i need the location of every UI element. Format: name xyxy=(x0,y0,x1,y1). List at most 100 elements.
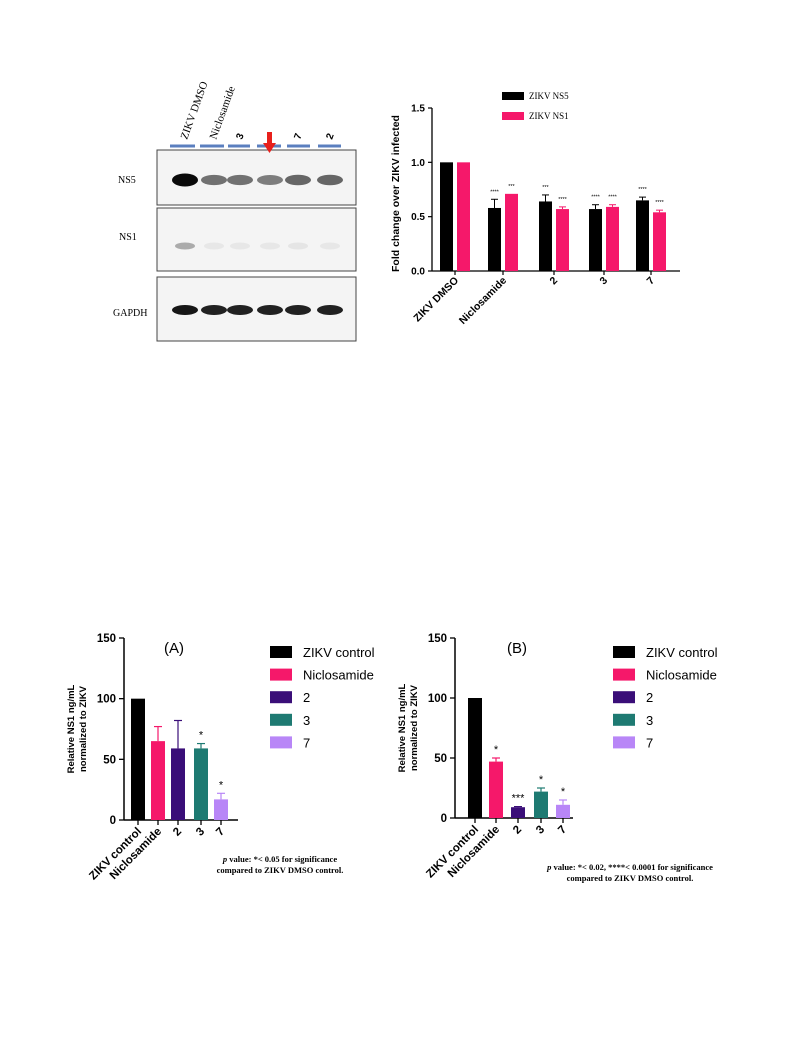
band xyxy=(201,174,227,186)
significance-label: * xyxy=(494,744,499,756)
significance-label: *** xyxy=(508,184,515,190)
bar xyxy=(488,207,501,271)
footnote-rest: value: *< 0.05 for significance xyxy=(227,854,337,864)
legend-swatch xyxy=(613,668,635,681)
bar xyxy=(534,791,548,818)
lane-label: 7 xyxy=(292,132,304,141)
bar xyxy=(468,698,482,818)
footnote-p: p xyxy=(222,854,227,864)
legend-swatch xyxy=(270,668,292,681)
y-axis-label: normalized to ZIKV xyxy=(78,685,89,772)
legend-swatch xyxy=(270,646,292,658)
y-tick-label: 150 xyxy=(428,633,447,645)
x-tick-label: 7 xyxy=(214,826,227,839)
chart-title: (B) xyxy=(507,640,527,657)
legend-label: 7 xyxy=(646,735,653,750)
chart-title: (A) xyxy=(164,640,184,657)
x-tick-label: 7 xyxy=(556,824,569,837)
significance-label: **** xyxy=(591,195,600,201)
significance-label: **** xyxy=(608,195,617,201)
footnote-rest: value: *< 0.02, ****< 0.0001 for signifi… xyxy=(551,862,713,872)
band xyxy=(175,242,195,250)
legend-swatch xyxy=(502,92,524,100)
significance-label: * xyxy=(199,730,204,742)
y-tick-label: 50 xyxy=(434,753,447,765)
bar xyxy=(457,162,470,271)
y-tick-label: 0.0 xyxy=(411,267,425,278)
y-tick-label: 50 xyxy=(103,754,116,766)
y-tick-label: 0 xyxy=(110,815,116,827)
band xyxy=(201,305,227,315)
legend-label: 2 xyxy=(646,690,653,705)
significance-label: **** xyxy=(490,189,499,195)
band xyxy=(227,305,253,315)
bar xyxy=(556,804,570,818)
lane-label: 3 xyxy=(234,132,246,141)
fold-change-chart: 0.0 0.5 1.0 1.5 Fold change over ZIKV infect… xyxy=(390,91,680,327)
ns1-chart-a: 0 50 100 150 Relative NS1 ng/mL normalized to… xyxy=(66,633,375,882)
x-tick-label: 2 xyxy=(171,826,184,839)
footnote-line: p value: *< 0.02, ****< 0.0001 for signi… xyxy=(546,862,713,872)
legend-swatch xyxy=(613,713,635,726)
legend-label: Niclosamide xyxy=(303,668,374,683)
footnote-line: compared to ZIKV DMSO control. xyxy=(217,865,344,875)
band xyxy=(320,242,340,250)
legend-swatch xyxy=(613,691,635,704)
ns1-chart-b: 0 50 100 150 Relative NS1 ng/mL normalized to… xyxy=(397,633,718,883)
bar xyxy=(194,748,208,820)
band xyxy=(317,305,343,315)
down-arrow-icon xyxy=(263,132,276,153)
y-tick-label: 1.0 xyxy=(411,158,425,169)
lane-label: Niclosamide xyxy=(208,85,238,141)
bar xyxy=(131,698,145,820)
significance-label: **** xyxy=(638,187,647,193)
legend-label: 3 xyxy=(303,713,310,728)
row-label-gapdh: GAPDH xyxy=(113,308,147,319)
x-tick-label: 2 xyxy=(548,275,561,288)
significance-label: *** xyxy=(512,793,526,805)
row-label-ns5: NS5 xyxy=(118,175,136,186)
band xyxy=(288,242,308,250)
band xyxy=(204,242,224,250)
arrow-shaft xyxy=(267,132,272,144)
legend-label: Niclosamide xyxy=(646,668,717,683)
band xyxy=(260,242,280,250)
x-tick-label: 3 xyxy=(598,275,611,288)
y-tick-label: 150 xyxy=(97,633,116,645)
band xyxy=(285,305,311,315)
significance-label: * xyxy=(561,786,566,798)
band xyxy=(172,173,198,187)
bar xyxy=(511,807,525,818)
y-axis-label: normalized to ZIKV xyxy=(409,684,420,771)
y-axis-label: Fold change over ZIKV infected xyxy=(390,115,402,272)
significance-label: **** xyxy=(558,197,567,203)
significance-label: *** xyxy=(542,185,549,191)
x-tick-label: 3 xyxy=(194,826,207,839)
y-tick-label: 0.5 xyxy=(411,212,425,223)
blot-panel-ns1 xyxy=(156,207,357,272)
bar xyxy=(539,201,552,271)
arrow-head xyxy=(263,143,276,153)
significance-label: * xyxy=(219,779,224,791)
legend-swatch xyxy=(502,112,524,120)
y-tick-label: 0 xyxy=(441,813,447,825)
bar xyxy=(636,200,649,271)
legend-label: ZIKV control xyxy=(646,645,718,660)
bar xyxy=(489,761,503,818)
band xyxy=(227,174,253,186)
x-tick-label: 2 xyxy=(511,824,524,837)
y-tick-label: 1.5 xyxy=(411,104,425,115)
significance-label: * xyxy=(539,774,544,786)
footnote-line: p value: *< 0.05 for significance xyxy=(222,854,337,864)
footnote-p: p xyxy=(546,862,551,872)
bar xyxy=(505,193,518,271)
band xyxy=(285,174,311,186)
legend-swatch xyxy=(270,691,292,704)
x-tick-label: 7 xyxy=(645,275,658,288)
bar xyxy=(606,206,619,271)
legend-label: 3 xyxy=(646,713,653,728)
y-tick-label: 100 xyxy=(428,693,447,705)
bar xyxy=(556,209,569,271)
